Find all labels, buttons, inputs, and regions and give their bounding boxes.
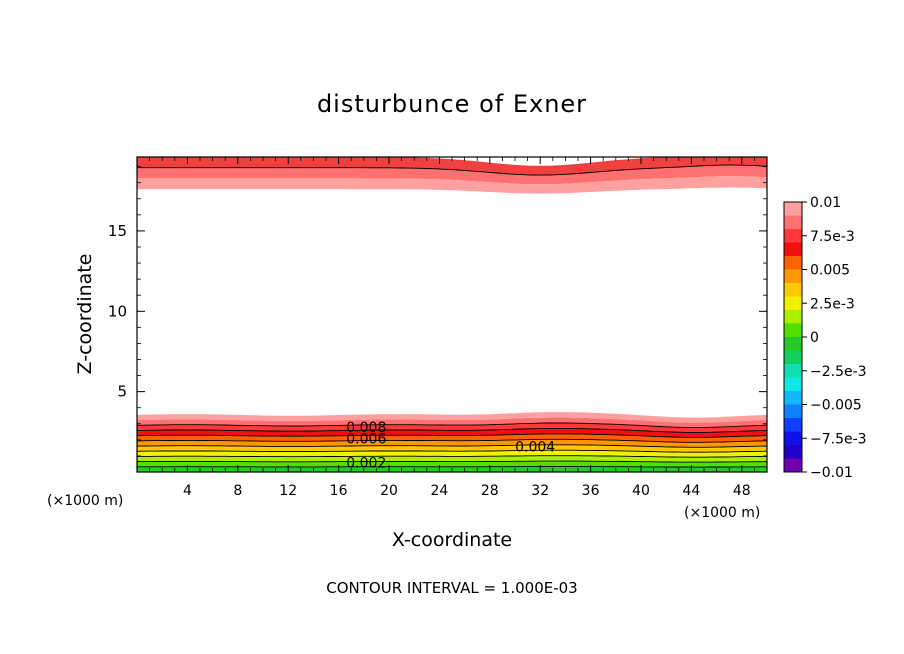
x-tick-label: 36 [582, 483, 600, 499]
y-axis-label: Z-coordinate [74, 254, 96, 375]
contour-line-bottom [137, 460, 767, 463]
contour-label-text: 0.006 [346, 431, 386, 447]
contour-band-top [137, 165, 767, 185]
contour-label: 0.006 [346, 431, 386, 447]
colorbar-swatch [784, 202, 802, 216]
colorbar-tick-label: 0 [810, 330, 819, 346]
colorbar-tick-label: −0.01 [810, 465, 853, 481]
contour-line-bottom [137, 433, 767, 438]
contour-label-text: 0.008 [346, 420, 386, 436]
x-tick-label: 28 [481, 483, 499, 499]
x-tick-label: 32 [531, 483, 549, 499]
x-tick-label: 12 [279, 483, 297, 499]
x-tick-label: 44 [682, 483, 700, 499]
colorbar-tick-label: 0.005 [810, 263, 850, 279]
y-tick-label: 15 [108, 222, 127, 240]
colorbar-swatch [784, 256, 802, 270]
colorbar-tick-label: −2.5e-3 [810, 364, 867, 380]
contour-line-bottom [137, 466, 767, 468]
contour-label-text: 0.002 [346, 455, 386, 471]
colorbar-swatch [784, 364, 802, 378]
colorbar-swatch [784, 445, 802, 459]
contour-band-bottom [137, 455, 767, 463]
colorbar-tick-label: 7.5e-3 [810, 229, 855, 245]
contour-band-bottom [137, 423, 767, 433]
contour-band-bottom [137, 433, 767, 443]
x-tick-label: 20 [380, 483, 398, 499]
y-tick-label: 5 [117, 383, 127, 401]
colorbar-swatch [784, 323, 802, 338]
colorbar-swatch [784, 350, 802, 365]
colorbar-tick-label: 2.5e-3 [810, 296, 855, 312]
x-tick-label: 4 [183, 483, 192, 499]
contour-line-top [137, 164, 767, 176]
colorbar-tick-label: −7.5e-3 [810, 431, 867, 447]
colorbar-swatch [784, 377, 802, 392]
colorbar-swatch [784, 458, 802, 473]
x-unit-left: (×1000 m) [47, 493, 123, 509]
colorbar-swatch [784, 404, 802, 419]
contour-line-bottom [137, 438, 767, 443]
contour-band-top [137, 176, 767, 194]
x-unit-right: (×1000 m) [684, 505, 760, 521]
colorbar-swatch [784, 391, 802, 405]
colorbar: 0.01 7.5e-3 0.005 2.5e-3 0 −2.5e-3 −0.005 −7.5e… [783, 195, 867, 481]
contour-label: 0.002 [346, 455, 386, 471]
colorbar-swatch [784, 431, 802, 446]
contour-line-bottom [137, 455, 767, 458]
contour-label: 0.008 [346, 420, 386, 436]
colorbar-swatch [784, 215, 802, 230]
contour-line-bottom [137, 449, 767, 453]
contour-line-bottom [137, 422, 767, 428]
contour-line-bottom [137, 427, 767, 433]
x-tick-label: 40 [632, 483, 650, 499]
x-tick-label: 8 [233, 483, 242, 499]
contour-band-bottom [137, 417, 767, 428]
colorbar-swatch [784, 337, 802, 351]
contour-fill-layer [137, 157, 767, 472]
colorbar-tick-label: −0.005 [810, 398, 862, 414]
colorbar-swatch [784, 269, 802, 284]
y-tick-label: 10 [108, 302, 127, 320]
colorbar-swatch [784, 418, 802, 432]
colorbar-swatch [784, 229, 802, 243]
contour-band-bottom [137, 428, 767, 438]
colorbar-swatch [784, 242, 802, 257]
contour-label-text: 0.004 [515, 439, 555, 455]
colorbar-swatch [784, 310, 802, 324]
colorbar-swatch [784, 296, 802, 311]
contour-label: 0.004 [515, 439, 555, 455]
contour-interval-note: CONTOUR INTERVAL = 1.000E-03 [326, 579, 577, 597]
chart-title: disturbunce of Exner [317, 90, 587, 118]
x-tick-label: 48 [733, 483, 751, 499]
contour-line-bottom [137, 444, 767, 448]
x-tick-label: 16 [330, 483, 348, 499]
contour-band-bottom [137, 461, 767, 468]
colorbar-swatch [784, 283, 802, 297]
x-tick-label: 24 [430, 483, 448, 499]
x-axis-label: X-coordinate [392, 529, 512, 551]
colorbar-tick-label: 0.01 [810, 195, 841, 211]
contour-band-bottom [137, 412, 767, 423]
contour-line-layer [137, 164, 767, 468]
